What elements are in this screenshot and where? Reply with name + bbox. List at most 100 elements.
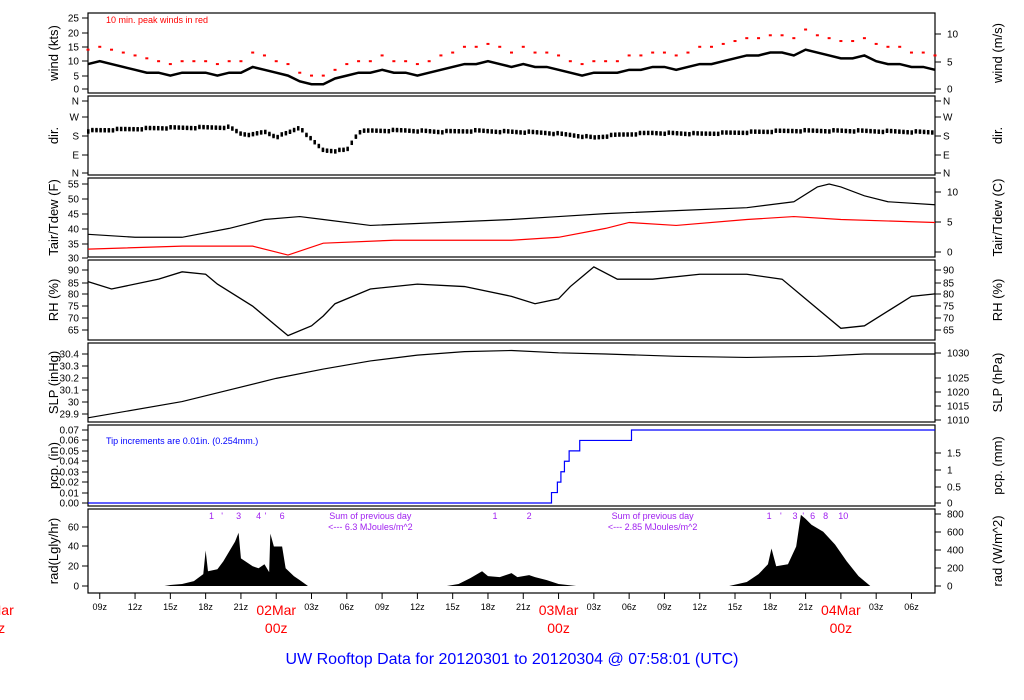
wind-peak-mark <box>310 74 314 77</box>
rad-hour-mark: 1 <box>209 511 214 521</box>
dir-point <box>836 130 839 133</box>
dir-point <box>618 134 621 137</box>
dir-point <box>795 128 798 131</box>
dir-point <box>861 129 864 132</box>
dir-point <box>317 143 321 146</box>
dir-point <box>358 130 362 133</box>
dir-point <box>387 128 391 131</box>
dir-point <box>585 133 588 136</box>
rh-line <box>87 266 936 337</box>
dir-point <box>568 133 572 136</box>
dir-point <box>432 131 436 134</box>
dir-point <box>111 128 115 131</box>
dir-point <box>247 132 251 135</box>
dir-point <box>461 130 465 133</box>
dir-point <box>325 148 329 151</box>
dir-point <box>91 127 94 130</box>
dir-point <box>284 132 288 135</box>
wind-peak-mark <box>227 60 231 63</box>
dir-point <box>597 137 601 140</box>
dir-point <box>659 132 662 135</box>
dir-point <box>321 148 325 151</box>
dir-point <box>873 130 876 133</box>
dir-point <box>782 128 786 131</box>
rad-ytick-label: 0 <box>73 582 79 593</box>
dir-point <box>527 131 531 134</box>
dir-point <box>552 131 555 134</box>
dir-point <box>490 131 494 134</box>
dir-point <box>181 127 185 130</box>
dir-point <box>667 131 671 134</box>
wind-peak-mark <box>486 42 490 45</box>
wind-peak-mark <box>851 40 855 43</box>
rh-ytick-label: 70 <box>68 314 80 325</box>
dir-point <box>189 125 193 128</box>
rh-ytick-right-label: 85 <box>943 279 955 290</box>
wind-peak-mark <box>415 63 419 66</box>
wind-peak-mark <box>804 28 808 31</box>
rad-hour-mark: 3 <box>793 511 798 521</box>
dir-point <box>922 132 926 135</box>
dir-point <box>626 132 629 135</box>
dir-point <box>585 136 588 139</box>
pcp-line <box>88 429 935 504</box>
wind-peak-mark <box>592 60 596 63</box>
dir-point <box>103 127 106 130</box>
dir-point <box>515 131 518 134</box>
dir-point <box>366 130 370 133</box>
rad-ytick-right-label: 800 <box>947 510 964 521</box>
dir-point <box>597 136 601 139</box>
dir-point <box>412 128 415 131</box>
dir-point <box>486 130 489 133</box>
dir-point <box>416 130 419 133</box>
wind-panel-frame <box>87 12 936 94</box>
dir-point <box>498 131 502 134</box>
dir-point <box>103 129 106 132</box>
dir-point <box>840 128 843 131</box>
rad-hour-mark: 6 <box>810 511 815 521</box>
dir-point <box>646 133 650 136</box>
pcp-ytick-right-label: 1 <box>947 466 953 477</box>
dir-point <box>445 128 448 131</box>
dir-point <box>202 127 205 130</box>
dir-point <box>95 127 98 130</box>
dir-point <box>614 134 617 137</box>
dir-point <box>457 131 461 134</box>
dir-point <box>111 130 115 133</box>
wind-ytick-right-label: 5 <box>947 58 953 69</box>
dir-point <box>317 145 321 148</box>
pcp-ylabel: pcp. (in) <box>46 442 61 489</box>
rad-hour-mark: 6 <box>280 511 285 521</box>
dir-point <box>194 128 197 131</box>
dir-point <box>758 131 761 134</box>
dir-point <box>828 131 831 134</box>
dir-point <box>124 129 127 132</box>
slp-ytick-label: 29.9 <box>60 410 80 421</box>
dir-point <box>453 130 456 133</box>
rad-panel-frame <box>87 508 936 594</box>
dir-point <box>671 130 675 133</box>
dir-point <box>301 130 304 133</box>
dir-point <box>334 151 337 154</box>
dir-point <box>494 129 498 132</box>
dir-point <box>791 130 794 133</box>
dir-point <box>716 131 720 134</box>
dir-point <box>786 128 790 131</box>
dir-point <box>721 130 724 133</box>
dir-point <box>399 129 403 132</box>
dir-point <box>428 131 432 134</box>
wind-peak-mark <box>839 40 843 43</box>
dir-point <box>494 132 498 135</box>
dir-point <box>226 124 230 127</box>
dir-point <box>770 129 773 132</box>
dir-point <box>441 130 444 133</box>
dir-point <box>646 130 650 133</box>
dir-point <box>622 132 625 135</box>
dir-point <box>749 131 753 134</box>
dir-point <box>704 132 708 135</box>
dir-point <box>346 147 349 150</box>
dir-point <box>815 131 819 134</box>
wind-ytick-label: 10 <box>68 57 80 68</box>
dir-point <box>663 132 666 135</box>
dir-ytick-label: N <box>72 169 79 180</box>
